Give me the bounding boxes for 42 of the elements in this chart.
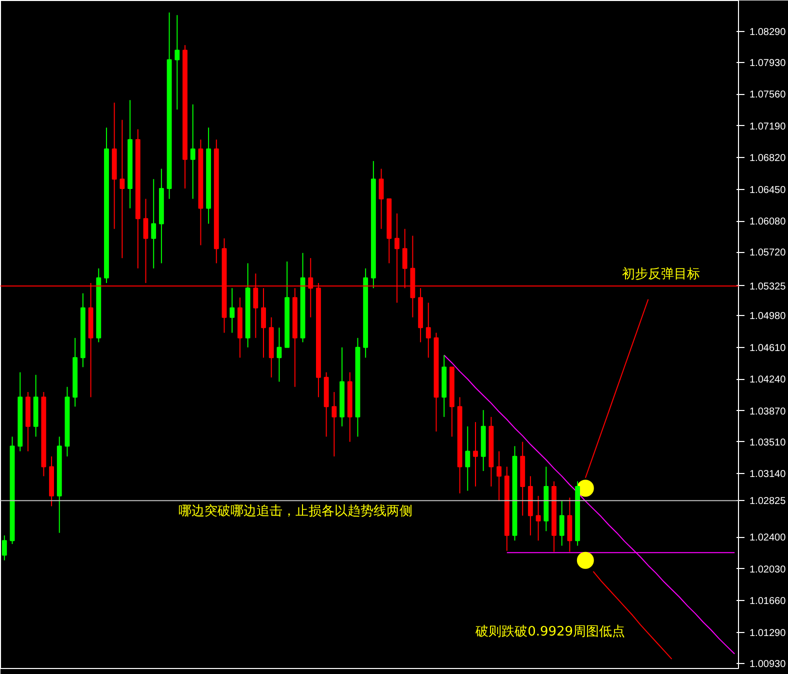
candlestick bbox=[496, 450, 502, 502]
candlestick bbox=[473, 422, 478, 487]
y-tick-label: 1.02400 bbox=[750, 532, 786, 544]
y-tick-label: 1.07930 bbox=[750, 58, 786, 69]
candlestick bbox=[559, 500, 564, 546]
y-tick-label: 1.04610 bbox=[750, 342, 786, 354]
line-series bbox=[584, 298, 649, 478]
candlestick bbox=[426, 302, 431, 358]
y-tick-label: 1.04980 bbox=[750, 311, 786, 322]
candlestick bbox=[2, 534, 7, 561]
candlestick bbox=[465, 426, 470, 492]
y-tick-label: 1.06820 bbox=[750, 153, 786, 164]
candlestick bbox=[378, 168, 384, 230]
y-tick-label: 1.02030 bbox=[750, 564, 786, 576]
candlestick bbox=[174, 14, 180, 110]
candlestick bbox=[332, 392, 337, 457]
annotation: 破则跌破0.9929周图低点 bbox=[474, 624, 626, 640]
candlestick bbox=[276, 327, 282, 382]
y-tick-label: 1.06450 bbox=[750, 184, 786, 196]
y-tick-label: 1.04240 bbox=[750, 374, 786, 386]
annotation: 哪边突破哪边追击，止损各以趋势线两侧 bbox=[178, 504, 413, 520]
candlestick bbox=[151, 178, 156, 269]
y-tick-label: 1.08290 bbox=[750, 26, 786, 38]
candlestick bbox=[120, 119, 125, 259]
ref-line-label: 1.05325 bbox=[750, 281, 786, 292]
y-tick-label: 1.03870 bbox=[750, 406, 786, 418]
candlestick bbox=[190, 104, 196, 200]
candlestick bbox=[143, 198, 148, 284]
y-tick-label: 1.03140 bbox=[750, 469, 786, 480]
y-tick-label: 1.03510 bbox=[750, 437, 786, 448]
y-tick-label: 1.07190 bbox=[750, 121, 786, 132]
candlestick bbox=[230, 288, 235, 334]
candlestick bbox=[536, 495, 541, 542]
line-series bbox=[444, 354, 736, 654]
y-tick-label: 1.06080 bbox=[750, 216, 786, 228]
y-tick-label: 1.05720 bbox=[750, 248, 786, 259]
ref-line-label: 1.02825 bbox=[750, 496, 786, 508]
y-tick-label: 1.01290 bbox=[750, 628, 786, 639]
y-tick-label: 1.07560 bbox=[750, 90, 786, 101]
y-tick-label: 1.00930 bbox=[750, 658, 786, 670]
annotation: 初步反弹目标 bbox=[622, 266, 700, 282]
y-tick-label: 1.01660 bbox=[750, 596, 786, 608]
